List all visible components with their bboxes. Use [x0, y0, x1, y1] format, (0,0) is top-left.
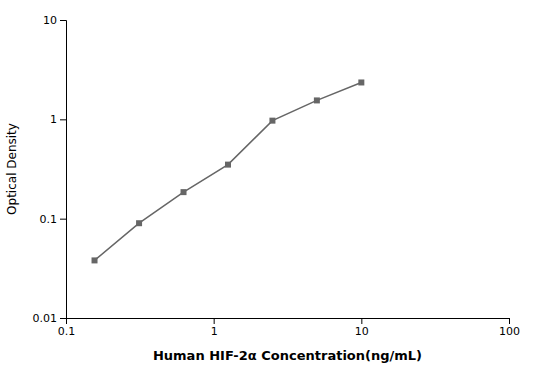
- marker: [269, 118, 275, 124]
- tick-mark: [60, 119, 66, 120]
- tick-label: 100: [499, 325, 520, 338]
- tick: 0.1: [58, 318, 76, 338]
- y-axis-line: [60, 21, 67, 319]
- tick: 10: [355, 318, 369, 338]
- y-axis: 0.01 0.1 1 10: [33, 14, 67, 325]
- tick-label: 10: [355, 325, 369, 338]
- tick: 0.01: [33, 312, 67, 325]
- x-axis-title: Human HIF-2α Concentration(ng/mL): [153, 348, 422, 363]
- tick-mark: [60, 318, 66, 319]
- marker: [92, 257, 98, 263]
- tick-label: 1: [50, 113, 57, 126]
- tick-mark: [60, 219, 66, 220]
- marker: [314, 97, 320, 103]
- tick: 10: [43, 14, 66, 27]
- chart-container: 0.11101000.010.1110Human HIF-2α Concentr…: [0, 0, 533, 372]
- tick: 100: [499, 318, 520, 338]
- marker: [358, 79, 364, 85]
- tick: 1: [211, 318, 218, 338]
- tick-label: 10: [43, 14, 57, 27]
- x-axis: 0.1 1 10 100: [58, 318, 520, 338]
- tick-mark: [60, 20, 66, 21]
- tick-mark: [214, 318, 215, 324]
- tick-mark: [361, 318, 362, 324]
- tick-label: 0.1: [58, 325, 76, 338]
- tick: 1: [50, 113, 66, 126]
- tick-label: 1: [211, 325, 218, 338]
- marker: [181, 189, 187, 195]
- series: [92, 79, 365, 263]
- tick-mark: [509, 318, 510, 324]
- tick-label: 0.01: [33, 312, 58, 325]
- tick: 0.1: [40, 213, 67, 226]
- line: [95, 82, 362, 260]
- plot: 0.11101000.010.1110: [33, 14, 521, 338]
- x-axis-line: [67, 319, 510, 325]
- marker: [225, 162, 231, 168]
- chart: 0.11101000.010.1110Human HIF-2α Concentr…: [0, 0, 533, 372]
- tick-label: 0.1: [40, 213, 58, 226]
- y-axis-title: Optical Density: [5, 123, 19, 215]
- marker: [136, 220, 142, 226]
